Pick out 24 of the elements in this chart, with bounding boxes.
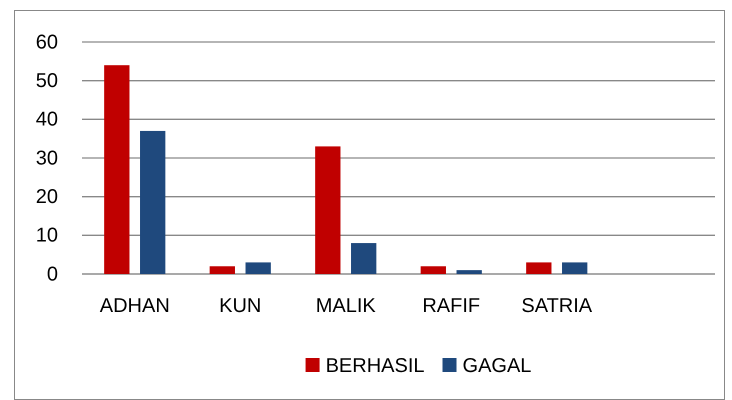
y-tick-label: 30 xyxy=(36,147,58,170)
y-tick-label: 50 xyxy=(36,70,58,92)
bar xyxy=(315,146,340,274)
bar xyxy=(526,262,552,274)
x-tick-label: RAFIF xyxy=(422,295,480,318)
y-tick-label: 0 xyxy=(46,263,58,286)
bar xyxy=(420,266,446,274)
y-tick-label: 20 xyxy=(36,186,58,208)
bar xyxy=(104,65,130,274)
y-tick-label: 10 xyxy=(36,224,58,247)
bar xyxy=(456,270,482,274)
bar xyxy=(140,130,166,274)
legend-label: BERHASIL xyxy=(326,355,425,377)
bar xyxy=(351,243,376,274)
bar xyxy=(246,262,271,274)
x-tick-label: ADHAN xyxy=(100,295,170,318)
bar xyxy=(562,262,588,274)
y-tick-label: 60 xyxy=(36,31,58,54)
y-tick-label: 40 xyxy=(36,108,58,131)
x-tick-label: KUN xyxy=(219,295,262,318)
x-tick-label: SATRIA xyxy=(521,295,593,318)
bar xyxy=(210,266,235,274)
legend-label: GAGAL xyxy=(462,355,532,377)
x-tick-label: MALIK xyxy=(316,295,376,318)
